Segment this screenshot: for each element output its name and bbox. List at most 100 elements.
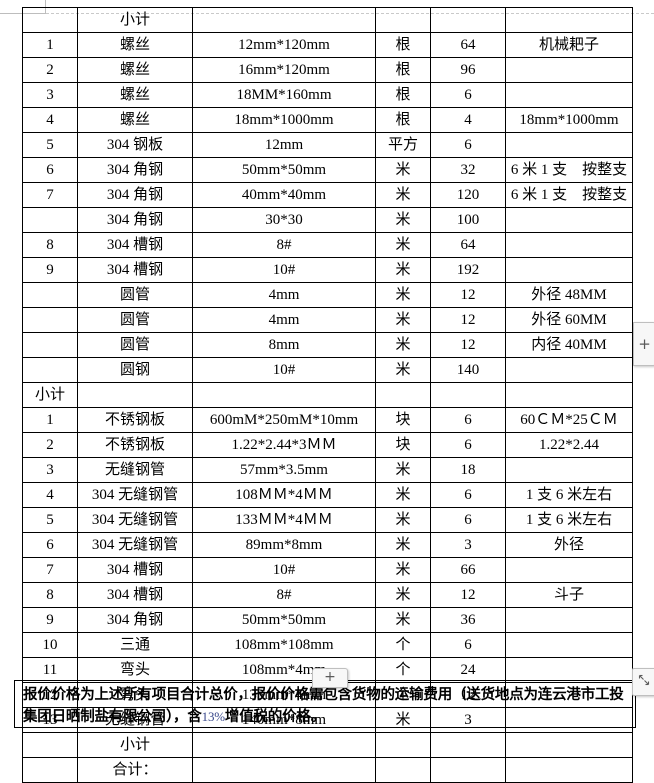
cell-qty[interactable]: 12: [430, 332, 506, 358]
cell-note[interactable]: 6 米 1 支 按整支: [505, 182, 633, 208]
cell-unit[interactable]: 根: [375, 57, 431, 83]
cell-qty[interactable]: 192: [430, 257, 506, 283]
table-row[interactable]: 304 角钢 30*30 米 100: [22, 207, 633, 233]
cell-unit[interactable]: 米: [375, 157, 431, 183]
cell-qty[interactable]: 3: [430, 532, 506, 558]
cell-note[interactable]: [505, 257, 633, 283]
table-row[interactable]: 小计: [22, 7, 633, 33]
cell-name[interactable]: 304 槽钢: [77, 232, 193, 258]
cell-note[interactable]: [505, 607, 633, 633]
cell-index[interactable]: 5: [22, 132, 78, 158]
cell-note[interactable]: [505, 82, 633, 108]
cell-index[interactable]: 5: [22, 507, 78, 533]
cell-spec[interactable]: 108mm*108mm: [192, 632, 376, 658]
cell-index[interactable]: 6: [22, 532, 78, 558]
cell-spec[interactable]: [192, 7, 376, 33]
cell-qty[interactable]: 140: [430, 357, 506, 383]
cell-qty[interactable]: 12: [430, 282, 506, 308]
cell-unit[interactable]: 个: [375, 632, 431, 658]
cell-note[interactable]: [505, 57, 633, 83]
cell-spec[interactable]: [192, 757, 376, 783]
table-row[interactable]: 9 304 槽钢 10# 米 192: [22, 257, 633, 283]
cell-index[interactable]: [22, 732, 78, 758]
cell-note[interactable]: [505, 557, 633, 583]
cell-spec[interactable]: 16mm*120mm: [192, 57, 376, 83]
table-row[interactable]: 圆管 8mm 米 12 内径 40MM: [22, 332, 633, 358]
cell-unit[interactable]: 米: [375, 557, 431, 583]
cell-name[interactable]: 小计: [77, 7, 193, 33]
cell-note[interactable]: [505, 732, 633, 758]
cell-index[interactable]: 3: [22, 457, 78, 483]
cell-name[interactable]: 螺丝: [77, 32, 193, 58]
cell-unit[interactable]: 米: [375, 232, 431, 258]
cell-unit[interactable]: [375, 732, 431, 758]
cell-qty[interactable]: [430, 382, 506, 408]
cell-spec[interactable]: 89mm*8mm: [192, 532, 376, 558]
quotation-table[interactable]: 小计 1 螺丝 12mm*120mm 根 64 机械耙子 2 螺丝 16mm*120mm 根 96 3 螺…: [22, 7, 633, 783]
cell-note[interactable]: 1 支 6 米左右: [505, 482, 633, 508]
cell-index[interactable]: [22, 282, 78, 308]
cell-index[interactable]: 7: [22, 182, 78, 208]
cell-index[interactable]: 2: [22, 432, 78, 458]
cell-unit[interactable]: 米: [375, 207, 431, 233]
cell-qty[interactable]: 12: [430, 582, 506, 608]
cell-index[interactable]: 6: [22, 157, 78, 183]
cell-spec[interactable]: 50mm*50mm: [192, 607, 376, 633]
cell-qty[interactable]: 6: [430, 132, 506, 158]
cell-name[interactable]: 304 角钢: [77, 182, 193, 208]
resize-diagonal-icon[interactable]: [632, 668, 654, 696]
cell-spec[interactable]: 108ＭＭ*4ＭＭ: [192, 482, 376, 508]
cell-qty[interactable]: 6: [430, 507, 506, 533]
cell-spec[interactable]: [192, 732, 376, 758]
cell-spec[interactable]: 10#: [192, 257, 376, 283]
cell-unit[interactable]: 米: [375, 257, 431, 283]
cell-spec[interactable]: 8#: [192, 582, 376, 608]
add-row-button[interactable]: +: [312, 668, 348, 688]
table-row[interactable]: 1 螺丝 12mm*120mm 根 64 机械耙子: [22, 32, 633, 58]
cell-note[interactable]: [505, 7, 633, 33]
cell-index[interactable]: 4: [22, 482, 78, 508]
table-row[interactable]: 4 304 无缝钢管 108ＭＭ*4ＭＭ 米 6 1 支 6 米左右: [22, 482, 633, 508]
cell-qty[interactable]: 66: [430, 557, 506, 583]
cell-note[interactable]: [505, 357, 633, 383]
cell-spec[interactable]: 18MM*160mm: [192, 82, 376, 108]
cell-note[interactable]: [505, 632, 633, 658]
cell-name[interactable]: 三通: [77, 632, 193, 658]
cell-qty[interactable]: 64: [430, 32, 506, 58]
cell-unit[interactable]: 米: [375, 182, 431, 208]
cell-unit[interactable]: 米: [375, 332, 431, 358]
cell-unit[interactable]: 米: [375, 482, 431, 508]
table-row[interactable]: 1 不锈钢板 600mM*250mM*10mm 块 6 60ＣＭ*25ＣＭ: [22, 407, 633, 433]
table-row[interactable]: 8 304 槽钢 8# 米 12 斗子: [22, 582, 633, 608]
cell-name[interactable]: 螺丝: [77, 57, 193, 83]
cell-name[interactable]: 304 槽钢: [77, 582, 193, 608]
cell-unit[interactable]: 米: [375, 357, 431, 383]
cell-spec[interactable]: 10#: [192, 357, 376, 383]
cell-name[interactable]: [77, 382, 193, 408]
table-row[interactable]: 小计: [22, 382, 633, 408]
cell-unit[interactable]: 米: [375, 582, 431, 608]
table-row[interactable]: 6 304 无缝钢管 89mm*8mm 米 3 外径: [22, 532, 633, 558]
cell-index[interactable]: [22, 7, 78, 33]
cell-unit[interactable]: 平方: [375, 132, 431, 158]
cell-note[interactable]: [505, 132, 633, 158]
cell-unit[interactable]: [375, 757, 431, 783]
cell-name[interactable]: 304 钢板: [77, 132, 193, 158]
cell-qty[interactable]: 36: [430, 607, 506, 633]
table-row[interactable]: 4 螺丝 18mm*1000mm 根 4 18mm*1000mm: [22, 107, 633, 133]
cell-unit[interactable]: 米: [375, 457, 431, 483]
cell-name[interactable]: 304 槽钢: [77, 257, 193, 283]
table-row[interactable]: 13 无缝钢管 140mm*8mm 米 3: [22, 707, 633, 733]
cell-name[interactable]: 不锈钢板: [77, 432, 193, 458]
table-row[interactable]: 6 304 角钢 50mm*50mm 米 32 6 米 1 支 按整支: [22, 157, 633, 183]
cell-unit[interactable]: [375, 382, 431, 408]
cell-note[interactable]: [505, 382, 633, 408]
table-row[interactable]: 8 304 槽钢 8# 米 64: [22, 232, 633, 258]
cell-note[interactable]: [505, 757, 633, 783]
cell-qty[interactable]: 100: [430, 207, 506, 233]
table-row[interactable]: 2 不锈钢板 1.22*2.44*3ＭＭ 块 6 1.22*2.44: [22, 432, 633, 458]
cell-spec[interactable]: 108mm*4mm: [192, 657, 376, 683]
table-row[interactable]: 3 螺丝 18MM*160mm 根 6: [22, 82, 633, 108]
cell-name[interactable]: 304 无缝钢管: [77, 482, 193, 508]
cell-note[interactable]: 斗子: [505, 582, 633, 608]
